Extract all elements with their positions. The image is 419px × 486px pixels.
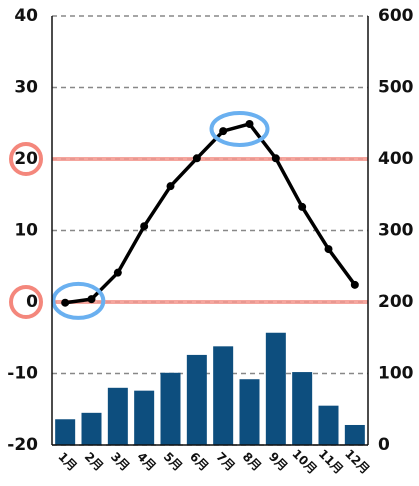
bar: [160, 372, 181, 445]
x-tick-label: 10月: [289, 447, 319, 477]
x-tick-label: 1月: [55, 449, 79, 473]
y2-tick-label: 600: [378, 6, 414, 26]
bar: [81, 412, 102, 445]
x-tick-label: 4月: [134, 449, 158, 473]
bar: [344, 424, 365, 445]
highlight-ellipse: [51, 281, 106, 320]
line: [64, 122, 357, 305]
point: [298, 202, 307, 211]
bar: [292, 372, 313, 445]
point: [87, 295, 96, 304]
bar: [186, 354, 207, 445]
point: [113, 268, 122, 277]
x-tick-label: 11月: [316, 447, 346, 477]
bar: [318, 405, 339, 445]
x-tick-label: 8月: [240, 449, 264, 473]
y-tick-label: 30: [14, 78, 38, 98]
point: [140, 222, 149, 231]
y-tick-label: 40: [14, 6, 38, 26]
point: [324, 245, 333, 254]
bar: [265, 332, 286, 445]
bar: [134, 390, 155, 445]
y2-tick-label: 300: [378, 221, 414, 241]
x-tick-label: 6月: [187, 449, 211, 473]
bar: [213, 346, 234, 445]
y-tick-label: 20: [14, 149, 38, 169]
x-tick-label: 5月: [161, 449, 185, 473]
label-circle: [9, 142, 43, 176]
x-tick-label: 3月: [108, 449, 132, 473]
bar: [239, 379, 260, 445]
x-tick-label: 9月: [266, 449, 290, 473]
point: [350, 280, 359, 289]
y2-tick-label: 0: [378, 435, 390, 455]
x-tick-label: 12月: [342, 447, 372, 477]
point: [192, 154, 201, 163]
point: [219, 127, 228, 136]
bar: [55, 419, 76, 445]
x-tick-label: 2月: [82, 449, 106, 473]
y2-tick-label: 500: [378, 78, 414, 98]
point: [271, 154, 280, 163]
highlight-ellipse: [209, 110, 270, 147]
point: [245, 119, 254, 128]
x-tick-label: 7月: [213, 449, 237, 473]
y-tick-label: 0: [26, 292, 38, 312]
y-tick-label: -10: [7, 364, 38, 384]
y2-tick-label: 400: [378, 149, 414, 169]
y-tick-label: 10: [14, 221, 38, 241]
point: [166, 182, 175, 191]
y-tick-label: -20: [7, 435, 38, 455]
y2-tick-label: 200: [378, 292, 414, 312]
label-circle: [9, 285, 43, 319]
bar: [107, 387, 128, 445]
y2-tick-label: 100: [378, 364, 414, 384]
point: [61, 298, 70, 307]
